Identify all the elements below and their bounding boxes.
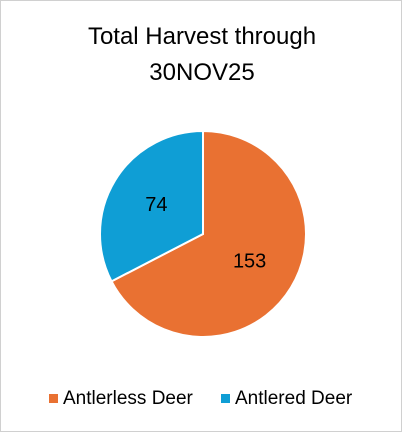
pie-slice	[99, 129, 204, 283]
legend-swatch	[221, 394, 230, 403]
pie-slice	[110, 129, 307, 338]
legend-label: Antlerless Deer	[63, 388, 194, 409]
data-label: 74	[145, 194, 167, 216]
chart-title: Total Harvest through 30NOV25	[87, 23, 317, 86]
legend-label: Antlered Deer	[235, 388, 353, 409]
legend-swatch	[49, 394, 58, 403]
data-label: 153	[233, 251, 266, 273]
